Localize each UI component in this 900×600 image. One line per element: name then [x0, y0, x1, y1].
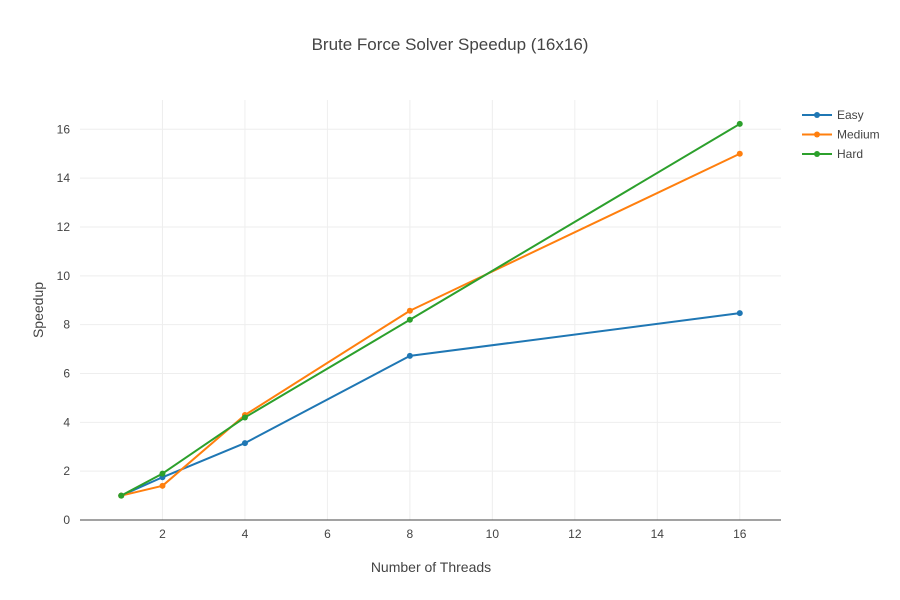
- y-tick-label: 14: [57, 171, 71, 185]
- x-tick-label: 6: [324, 527, 331, 541]
- series-line: [120, 123, 741, 497]
- x-tick-label: 10: [486, 527, 500, 541]
- data-point: [159, 470, 166, 477]
- legend-item-hard[interactable]: Hard: [802, 147, 863, 161]
- legend-label: Easy: [837, 108, 864, 122]
- y-tick-label: 0: [63, 513, 70, 527]
- legend[interactable]: Easy Medium Hard: [802, 108, 880, 161]
- data-point: [159, 482, 166, 489]
- y-tick-label: 6: [63, 366, 70, 380]
- y-tick-label: 4: [63, 415, 70, 429]
- data-point: [736, 120, 743, 127]
- series-hard: [118, 120, 743, 499]
- axes: 2 4 6 8 10 12 14 16 0 2 4 6 8 10 12 14 16: [57, 122, 781, 541]
- y-axis-title: Speedup: [30, 282, 46, 338]
- legend-item-easy[interactable]: Easy: [802, 108, 864, 122]
- data-point: [241, 440, 248, 447]
- grid: [80, 100, 781, 520]
- series-line: [120, 312, 740, 497]
- legend-marker: [814, 151, 820, 157]
- data-point: [118, 492, 125, 499]
- legend-item-medium[interactable]: Medium: [802, 128, 880, 142]
- data-point: [406, 352, 413, 359]
- x-tick-label: 16: [733, 527, 747, 541]
- data-point: [241, 414, 248, 421]
- legend-marker: [814, 131, 820, 138]
- y-tick-label: 2: [63, 464, 70, 478]
- legend-marker: [814, 112, 820, 118]
- data-point: [736, 150, 743, 157]
- x-tick-label: 2: [159, 527, 166, 541]
- x-tick-label: 8: [407, 527, 414, 541]
- x-tick-label: 4: [242, 527, 249, 541]
- y-tick-label: 12: [57, 220, 71, 234]
- x-tick-label: 14: [651, 527, 665, 541]
- series-easy: [118, 310, 743, 499]
- data-point: [406, 316, 413, 323]
- data-point: [736, 310, 743, 317]
- x-axis-title: Number of Threads: [371, 559, 491, 575]
- plot-area: [118, 120, 743, 499]
- legend-label: Medium: [837, 128, 880, 142]
- y-tick-label: 16: [57, 122, 71, 136]
- legend-label: Hard: [837, 147, 863, 161]
- y-tick-label: 8: [63, 318, 70, 332]
- x-tick-label: 12: [568, 527, 582, 541]
- y-tick-label: 10: [57, 269, 71, 283]
- chart-title: Brute Force Solver Speedup (16x16): [312, 35, 589, 54]
- data-point: [406, 307, 413, 314]
